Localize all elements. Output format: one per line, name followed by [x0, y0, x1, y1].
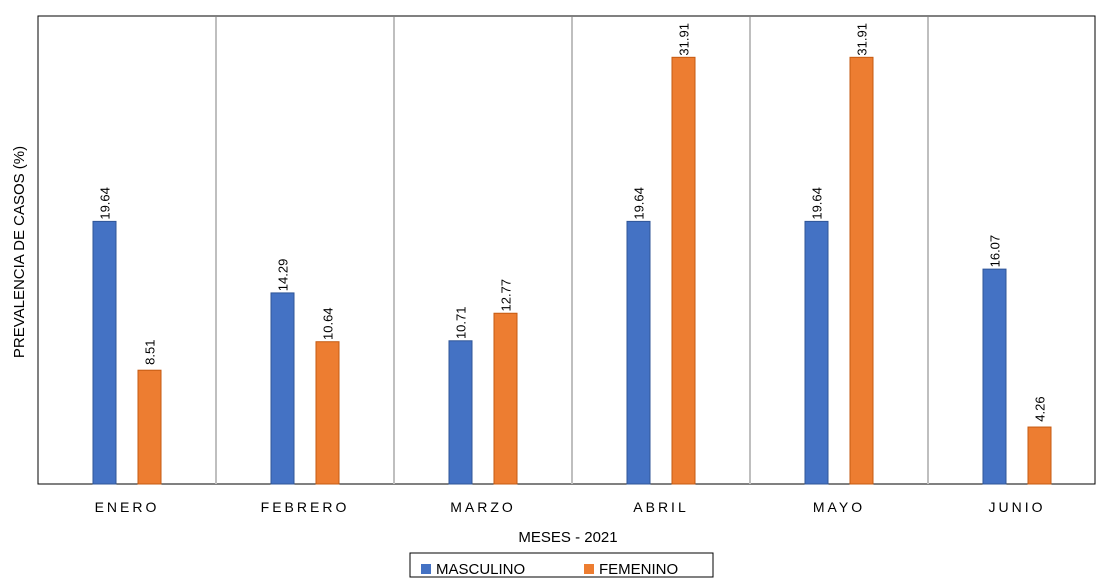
- bar-masculino-febrero: [270, 292, 295, 485]
- data-label-masculino-mayo: 19.64: [810, 187, 825, 220]
- bar-femenino-abril: [671, 56, 696, 485]
- bar-femenino-mayo: [849, 56, 874, 485]
- data-label-femenino-abril: 31.91: [677, 23, 692, 56]
- category-label-mayo: MAYO: [813, 499, 865, 515]
- bar-femenino-junio: [1027, 426, 1052, 485]
- bar-masculino-enero: [92, 220, 117, 485]
- data-label-femenino-junio: 4.26: [1033, 396, 1048, 421]
- data-label-masculino-enero: 19.64: [98, 187, 113, 220]
- legend-swatch-masculino: [421, 564, 431, 574]
- category-label-junio: JUNIO: [989, 499, 1046, 515]
- bar-masculino-marzo: [448, 340, 473, 485]
- data-label-masculino-marzo: 10.71: [454, 307, 469, 340]
- bar-masculino-abril: [626, 220, 651, 485]
- legend: MASCULINO FEMENINO: [409, 552, 714, 578]
- category-label-enero: ENERO: [95, 499, 160, 515]
- legend-swatch-femenino: [584, 564, 594, 574]
- bar-masculino-mayo: [804, 220, 829, 485]
- category-separators: [215, 17, 929, 484]
- bar-femenino-enero: [137, 369, 162, 485]
- legend-label-femenino: FEMENINO: [599, 561, 678, 578]
- category-label-abril: ABRIL: [633, 499, 688, 515]
- y-axis-title: PREVALENCIA DE CASOS (%): [11, 146, 28, 358]
- legend-label-masculino: MASCULINO: [436, 561, 525, 578]
- x-axis-title: MESES - 2021: [518, 529, 617, 546]
- data-label-masculino-abril: 19.64: [632, 187, 647, 220]
- legend-box: [409, 552, 714, 578]
- data-label-femenino-marzo: 12.77: [499, 279, 514, 312]
- category-labels-group: ENERO FEBRERO MARZO ABRIL MAYO JUNIO: [95, 499, 1046, 515]
- data-label-masculino-febrero: 14.29: [276, 259, 291, 292]
- bars-group: [92, 56, 1052, 485]
- category-label-marzo: MARZO: [450, 499, 516, 515]
- bar-femenino-febrero: [315, 341, 340, 485]
- data-label-femenino-febrero: 10.64: [321, 307, 336, 340]
- plot-frame: [37, 15, 1096, 485]
- bar-masculino-junio: [982, 268, 1007, 485]
- data-labels-group: 19.64 8.51 14.29 10.64 10.71 12.77 19.64 31.91 1…: [98, 23, 1048, 422]
- data-label-femenino-mayo: 31.91: [855, 23, 870, 56]
- data-label-femenino-enero: 8.51: [143, 340, 158, 365]
- category-label-febrero: FEBRERO: [261, 499, 350, 515]
- data-label-masculino-junio: 16.07: [988, 235, 1003, 268]
- bar-femenino-marzo: [493, 312, 518, 485]
